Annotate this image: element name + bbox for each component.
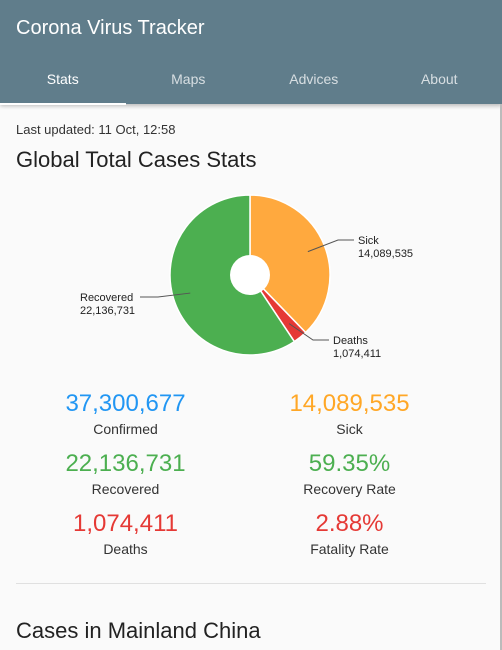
pie-value-sick: 14,089,535 [358,248,413,260]
pie-label-recovered: Recovered [80,292,133,304]
tab-advices[interactable]: Advices [289,71,339,87]
pie-leader-recovered [140,292,191,298]
pie-label-deaths: Deaths [333,335,368,347]
stat-sick-label: Sick [336,421,363,437]
stat-recovery-rate-label: Recovery Rate [303,481,396,497]
stat-recovered-value: 22,136,731 [65,450,186,477]
stat-sick-value: 14,089,535 [289,390,410,417]
stat-fatality-rate-value: 2.88% [315,510,384,537]
pie-value-recovered: 22,136,731 [80,305,135,317]
tab-maps[interactable]: Maps [171,71,206,87]
stat-confirmed: 37,300,677 Confirmed [0,390,251,437]
donut-hole [230,255,270,295]
last-updated: Last updated: 11 Oct, 12:58 [16,122,176,137]
china-cases-title: Cases in Mainland China [16,618,261,643]
pie-value-deaths: 1,074,411 [333,348,381,360]
global-stats-title: Global Total Cases Stats [16,147,257,172]
app-title: Corona Virus Tracker [16,17,205,39]
pie-leader-deaths [288,323,329,341]
stat-sick: 14,089,535 Sick [224,390,475,437]
stat-confirmed-value: 37,300,677 [65,390,186,417]
tab-about[interactable]: About [420,71,458,87]
stat-recovery-rate-value: 59.35% [308,450,391,477]
stat-recovery-rate: 59.35% Recovery Rate [224,450,475,497]
scrollbar-edge [500,104,502,650]
pie-label-sick: Sick [358,235,379,247]
stat-deaths-label: Deaths [103,541,148,557]
stat-fatality-rate-label: Fatality Rate [310,541,389,557]
pie-leader-sick [307,239,354,253]
stat-recovered: 22,136,731 Recovered [0,450,251,497]
section-divider [16,583,486,584]
stat-deaths: 1,074,411 Deaths [0,510,251,557]
stat-confirmed-label: Confirmed [93,421,158,437]
stat-deaths-value: 1,074,411 [73,510,178,537]
stat-recovered-label: Recovered [91,481,160,497]
stat-fatality-rate: 2.88% Fatality Rate [224,510,475,557]
app-bar: Corona Virus Tracker Stats Maps Advices … [0,0,502,105]
tab-stats[interactable]: Stats [0,57,126,105]
stats-content[interactable]: Last updated: 11 Oct, 12:58 Global Total… [0,104,502,650]
tab-bar: Stats Maps Advices About [0,57,502,105]
